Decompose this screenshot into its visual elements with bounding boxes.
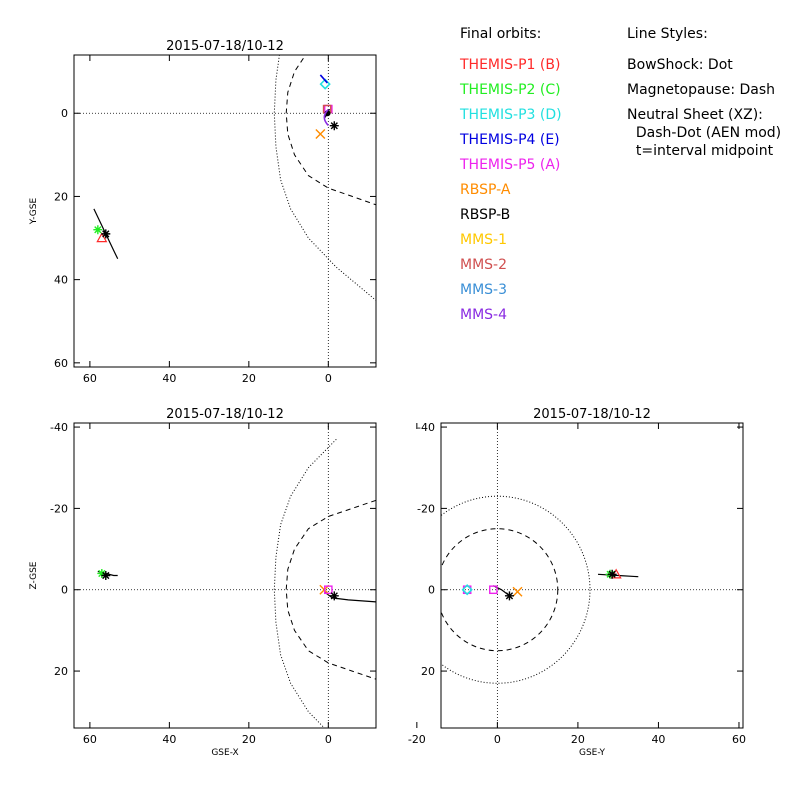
legend-item-mms-1: MMS-1 [460, 232, 508, 248]
magnetopause-curve [285, 55, 376, 206]
plot-area [74, 423, 376, 728]
panel-xy: 2015-07-18/10-12 60 40 20 0 0 20 40 60 Y-GSE [29, 39, 377, 385]
y-tick-label: 0 [428, 584, 435, 597]
x-axis-label: GSE-X [211, 748, 238, 758]
bow-shock-circle [441, 495, 591, 684]
line-style-item: Dash-Dot (AEN mod) [627, 125, 782, 141]
plot-frame [73, 422, 377, 729]
x-tick-label: 60 [732, 733, 746, 746]
x-tick-label: 20 [242, 372, 256, 385]
marker-rbsp-b [329, 121, 339, 131]
legend-item-themis-p1: THEMIS-P1 (B) [460, 57, 561, 73]
x-tick-label: 0 [494, 733, 501, 746]
panel-yz: 2015-07-18/10-12 -20 0 20 40 60 -40 -20 0 20 GSE-Y [408, 407, 746, 758]
plot-title: 2015-07-18/10-12 [166, 407, 284, 422]
legend-item-themis-p3: THEMIS-P3 (D) [460, 107, 562, 123]
legend-item-themis-p5: THEMIS-P5 (A) [460, 157, 561, 173]
line-style-item: Magnetopause: Dash [627, 82, 776, 98]
legend-item-mms-3: MMS-3 [460, 282, 508, 298]
y-tick-label: -20 [417, 502, 435, 515]
line-styles-title: Line Styles: [627, 26, 708, 42]
marker-rbsp-b [504, 591, 514, 601]
marker-themis-p5 [324, 585, 333, 595]
legend-item-themis-p2: THEMIS-P2 (C) [460, 82, 561, 98]
x-tick-label: -20 [408, 733, 426, 746]
line-style-item: BowShock: Dot [627, 57, 733, 73]
magnetopause-circle [441, 528, 559, 652]
marker-themis-p2 [97, 568, 107, 578]
magnetopause-curve [285, 499, 376, 680]
bow-shock-curve [273, 438, 337, 728]
x-tick-label: 0 [325, 733, 332, 746]
plot-title: 2015-07-18/10-12 [533, 407, 651, 422]
marker-themis-p2 [93, 225, 103, 235]
marker-themis-p3 [319, 78, 331, 90]
marker-rbsp-a [512, 586, 523, 597]
x-tick-label: 40 [162, 733, 176, 746]
marker-rbsp-b [101, 229, 111, 239]
x-tick-label: 40 [162, 372, 176, 385]
x-tick-label: 0 [325, 372, 332, 385]
x-tick-label: 40 [651, 733, 665, 746]
y-tick-label: 0 [61, 107, 68, 120]
y-tick-label: 60 [54, 357, 68, 370]
line-style-item: Neutral Sheet (XZ): [627, 107, 763, 123]
plot-area [74, 55, 376, 367]
marker-themis-p3 [461, 584, 473, 596]
y-tick-label: 0 [61, 584, 68, 597]
y-axis-label: Z-GSE [29, 561, 39, 589]
marker-rbsp-b [329, 591, 339, 601]
panel-xz: 2015-07-18/10-12 60 40 20 0 -40 -20 0 20 GSE-X Z-G… [29, 407, 377, 758]
marker-rbsp-b [607, 569, 617, 579]
x-tick-label: 20 [242, 733, 256, 746]
marker-themis-p5 [489, 585, 498, 595]
legend-item-mms-2: MMS-2 [460, 257, 508, 273]
y-tick-label: 20 [54, 665, 68, 678]
y-tick-label: -40 [417, 421, 435, 434]
y-tick-label: -20 [50, 502, 68, 515]
y-tick-label: -40 [50, 421, 68, 434]
y-tick-label: 20 [421, 665, 435, 678]
legend-item-rbsp-a: RBSP-A [460, 182, 511, 198]
x-tick-label: 20 [571, 733, 585, 746]
plot-frame [73, 54, 377, 368]
x-axis-label: GSE-Y [579, 748, 606, 758]
plot-title: 2015-07-18/10-12 [166, 39, 284, 54]
y-tick-label: 40 [54, 274, 68, 287]
marker-mms-4 [323, 108, 329, 126]
legend-item-mms-4: MMS-4 [460, 307, 508, 323]
plot-frame [440, 422, 744, 729]
legend-item-themis-p4: THEMIS-P4 (E) [460, 132, 560, 148]
bow-shock-curve [273, 55, 376, 301]
plot-area [441, 423, 743, 728]
marker-themis-p1 [96, 232, 108, 243]
x-tick-label: 60 [83, 372, 97, 385]
y-axis-label: Y-GSE [29, 198, 39, 226]
marker-rbsp-b [101, 571, 111, 580]
marker-rbsp-a [315, 129, 326, 140]
orbit-track-rbsp-b [323, 591, 376, 603]
y-tick-label: 20 [54, 190, 68, 203]
x-tick-label: 60 [83, 733, 97, 746]
line-style-item: t=interval midpoint [627, 143, 774, 159]
legend-title: Final orbits: [460, 26, 542, 42]
marker-themis-p4 [319, 74, 328, 84]
orbit-track-themis-p2 [93, 208, 119, 260]
legend-item-rbsp-b: RBSP-B [460, 207, 511, 223]
orbit-track-rbsp-b [597, 573, 639, 578]
